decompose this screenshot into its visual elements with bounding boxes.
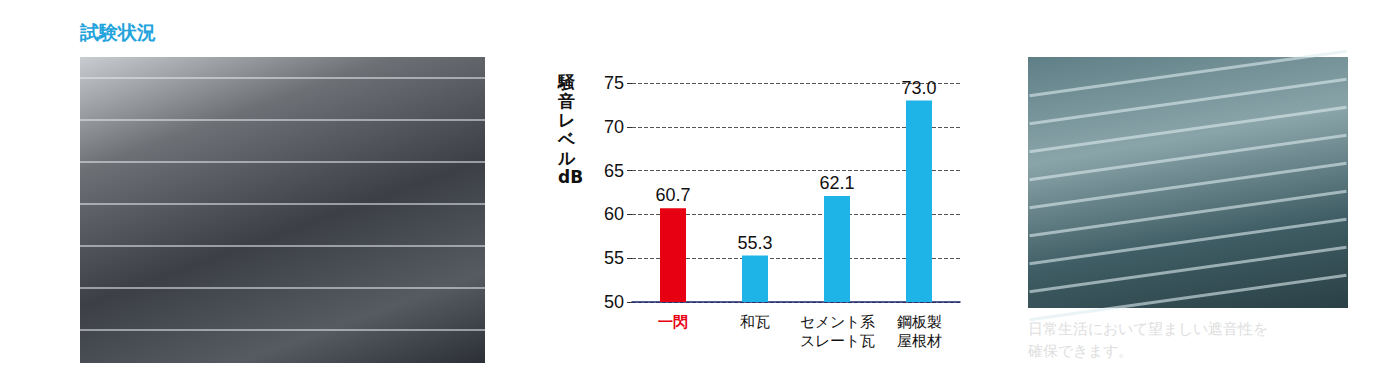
svg-text:スレート瓦: スレート瓦 (800, 332, 875, 350)
svg-text:73.0: 73.0 (901, 78, 936, 98)
html-text:試験状況: 試験状況 (80, 21, 156, 43)
svg-text:65: 65 (604, 161, 624, 181)
svg-text:ル: ル (557, 148, 576, 168)
svg-text:70: 70 (604, 117, 624, 137)
svg-text:dB: dB (558, 167, 583, 187)
svg-text:60.7: 60.7 (655, 185, 690, 205)
svg-text:音: 音 (557, 91, 575, 111)
svg-text:騒: 騒 (557, 72, 576, 92)
svg-text:55: 55 (604, 248, 624, 268)
svg-text:和瓦: 和瓦 (740, 313, 770, 331)
svg-text:ベ: ベ (557, 129, 576, 149)
svg-text:鋼板製: 鋼板製 (897, 313, 942, 331)
svg-text:屋根材: 屋根材 (897, 332, 942, 350)
svg-text:55.3: 55.3 (737, 233, 772, 253)
svg-text:一閃: 一閃 (658, 313, 688, 331)
svg-text:62.1: 62.1 (819, 173, 854, 193)
svg-text:50: 50 (604, 292, 624, 312)
svg-text:レ: レ (558, 110, 575, 130)
svg-text:60: 60 (604, 204, 624, 224)
html-text:日常生活において望ましい遮音性を 確保できます。: 日常生活において望ましい遮音性を 確保できます。 (1028, 320, 1268, 360)
svg-text:セメント系: セメント系 (800, 313, 875, 331)
svg-text:75: 75 (604, 73, 624, 93)
